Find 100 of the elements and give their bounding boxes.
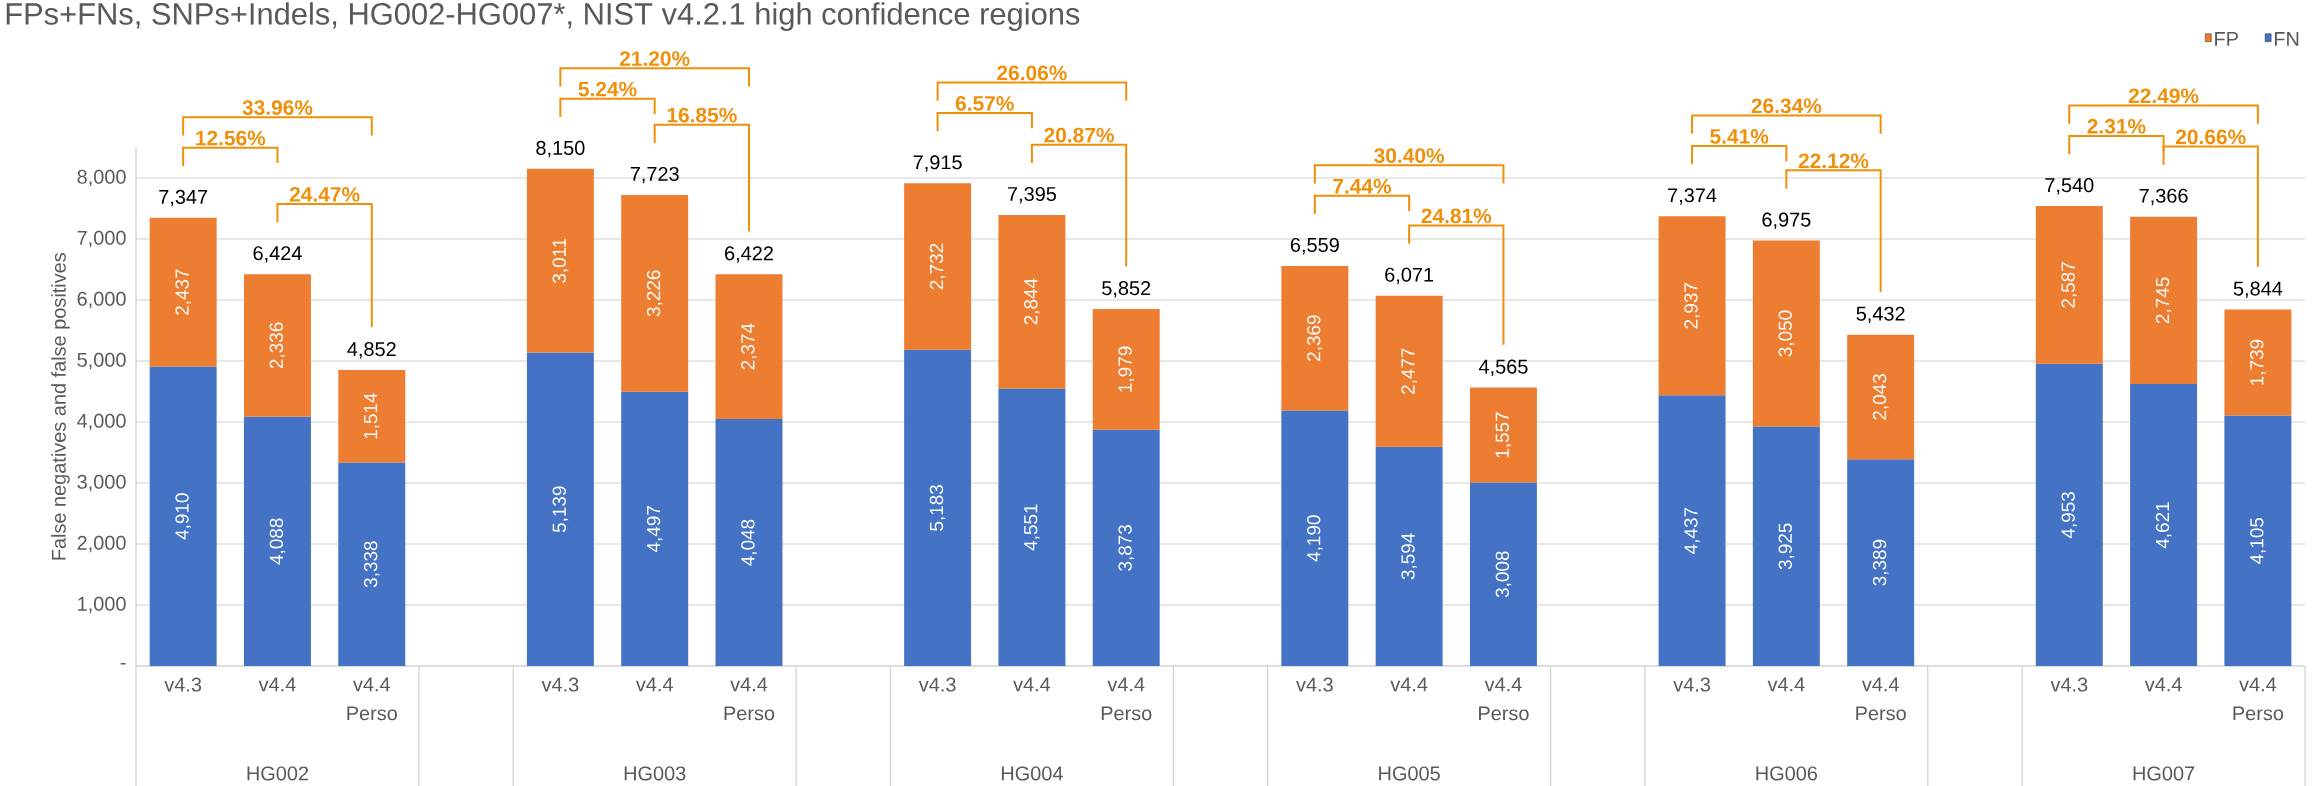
data-label: 5,183 bbox=[929, 485, 946, 531]
x-tick-label: v4.4 Perso bbox=[2233, 677, 2284, 721]
x-tick-label: v4.3 bbox=[918, 677, 956, 692]
total-label: 6,422 bbox=[725, 246, 773, 263]
annotation: 24.81% bbox=[1421, 208, 1492, 224]
text: 33.96% bbox=[242, 100, 313, 115]
x-tick-label: v4.4 bbox=[1390, 677, 1428, 692]
legend-label: FN bbox=[2274, 32, 2299, 46]
total-label: 7,723 bbox=[630, 166, 679, 184]
total-label: 5,852 bbox=[1102, 281, 1151, 298]
x-tick-label: v4.4 bbox=[635, 677, 673, 692]
data-label: 3,925 bbox=[1778, 523, 1795, 570]
y-tick-label: 8,000 bbox=[77, 169, 126, 187]
data-label: 3,389 bbox=[1872, 539, 1889, 586]
data-label: 4,953 bbox=[2061, 492, 2078, 539]
annotation: 22.12% bbox=[1798, 153, 1869, 169]
y-axis-title: False negatives and false positives bbox=[51, 253, 70, 560]
text: 20.66% bbox=[2175, 129, 2246, 145]
data-label: 2,477 bbox=[1401, 348, 1417, 394]
text: 22.49% bbox=[2128, 88, 2199, 104]
x-tick-label: v4.3 bbox=[2050, 677, 2088, 692]
annotation: 7.44% bbox=[1333, 178, 1392, 194]
data-label: 3,008 bbox=[1495, 551, 1512, 598]
y-tick-label: 5,000 bbox=[77, 352, 126, 370]
data-label: 1,739 bbox=[2250, 339, 2266, 385]
data-label: 1,979 bbox=[1118, 346, 1135, 392]
total-label: 5,844 bbox=[2233, 281, 2283, 298]
data-label: 2,745 bbox=[2155, 277, 2172, 324]
total-label: 6,559 bbox=[1290, 237, 1339, 255]
data-label: 4,437 bbox=[1684, 507, 1700, 554]
text: 12.56% bbox=[196, 130, 266, 146]
text: 26.06% bbox=[997, 65, 1067, 81]
total-label: 6,071 bbox=[1385, 267, 1434, 285]
annotation: 24.47% bbox=[289, 187, 360, 202]
data-label: 1,514 bbox=[364, 393, 380, 439]
data-label: 2,374 bbox=[741, 323, 757, 370]
total-label: 4,565 bbox=[1478, 359, 1528, 377]
data-label: 4,910 bbox=[175, 493, 191, 540]
total-label: 8,150 bbox=[536, 140, 585, 158]
x-tick-label: v4.4 Perso bbox=[1101, 677, 1152, 721]
data-label: 2,437 bbox=[175, 269, 191, 315]
x-tick-label: v4.4 bbox=[258, 677, 296, 692]
y-tick-label: 7,000 bbox=[77, 230, 126, 248]
data-label: 4,621 bbox=[2155, 502, 2172, 549]
y-tick-label: - bbox=[120, 662, 126, 665]
data-label: 4,190 bbox=[1307, 515, 1323, 562]
total-label: 6,424 bbox=[253, 246, 302, 263]
total-label: 7,366 bbox=[2139, 188, 2188, 206]
x-tick-label: v4.3 bbox=[164, 677, 202, 692]
chart-title: FPs+FNs, SNPs+Indels, HG002-HG007*, NIST v4.2.1 high confidence regions bbox=[6, 2, 1080, 31]
text: 5.24% bbox=[578, 81, 637, 97]
total-label: 7,395 bbox=[1008, 186, 1057, 204]
total-label: 4,852 bbox=[347, 342, 396, 359]
x-tick-label: v4.4 Perso bbox=[1856, 677, 1906, 721]
y-tick-label: 1,000 bbox=[78, 596, 126, 614]
total-label: 6,975 bbox=[1762, 212, 1811, 229]
data-label: 2,732 bbox=[929, 243, 946, 290]
y-tick-label: 6,000 bbox=[77, 291, 126, 309]
total-label: 7,540 bbox=[2045, 178, 2094, 195]
data-label: 3,594 bbox=[1401, 533, 1417, 580]
x-tick-label: v4.3 bbox=[1673, 677, 1711, 692]
text: HG006 bbox=[1756, 766, 1818, 781]
total-label: 5,432 bbox=[1856, 306, 1905, 324]
x-tick-label: v4.4 bbox=[1767, 677, 1805, 692]
text: 21.20% bbox=[619, 51, 690, 66]
data-label: 2,336 bbox=[269, 322, 286, 369]
text: HG004 bbox=[1001, 766, 1063, 781]
data-label: 1,557 bbox=[1495, 412, 1512, 458]
text: HG003 bbox=[624, 766, 686, 781]
x-tick-label: v4.4 Perso bbox=[347, 677, 397, 721]
x-tick-label: v4.4 bbox=[1013, 677, 1051, 692]
text: 20.87% bbox=[1044, 127, 1114, 143]
y-tick-label: 4,000 bbox=[77, 413, 126, 431]
data-label: 3,873 bbox=[1118, 525, 1135, 571]
text: HG002 bbox=[247, 766, 309, 781]
x-tick-label: v4.3 bbox=[541, 677, 579, 692]
x-tick-label: v4.4 Perso bbox=[1479, 677, 1529, 721]
data-label: 5,139 bbox=[552, 486, 569, 533]
y-tick-label: 3,000 bbox=[77, 474, 126, 492]
legend-label: FP bbox=[2215, 32, 2238, 46]
data-label: 2,043 bbox=[1872, 374, 1889, 420]
x-tick-label: v4.4 bbox=[2144, 677, 2182, 692]
data-label: 2,587 bbox=[2061, 262, 2078, 308]
data-label: 4,088 bbox=[269, 518, 286, 565]
text: HG005 bbox=[1379, 766, 1440, 781]
text: 6.57% bbox=[955, 96, 1014, 111]
x-tick-label: v4.3 bbox=[1296, 677, 1333, 692]
total-label: 7,915 bbox=[913, 155, 962, 172]
data-label: 3,226 bbox=[646, 270, 663, 317]
text: 26.34% bbox=[1751, 98, 1822, 114]
y-tick-label: 2,000 bbox=[77, 535, 126, 553]
data-label: 2,937 bbox=[1684, 283, 1700, 329]
annotation: 30.40% bbox=[1374, 148, 1445, 164]
data-label: 2,844 bbox=[1024, 278, 1040, 325]
text: 5.41% bbox=[1710, 129, 1769, 144]
total-label: 7,347 bbox=[159, 189, 208, 207]
data-label: 3,050 bbox=[1778, 310, 1795, 357]
data-label: 2,369 bbox=[1307, 315, 1323, 361]
x-tick-label: v4.4 Perso bbox=[724, 677, 775, 721]
total-label: 7,374 bbox=[1668, 188, 1717, 205]
